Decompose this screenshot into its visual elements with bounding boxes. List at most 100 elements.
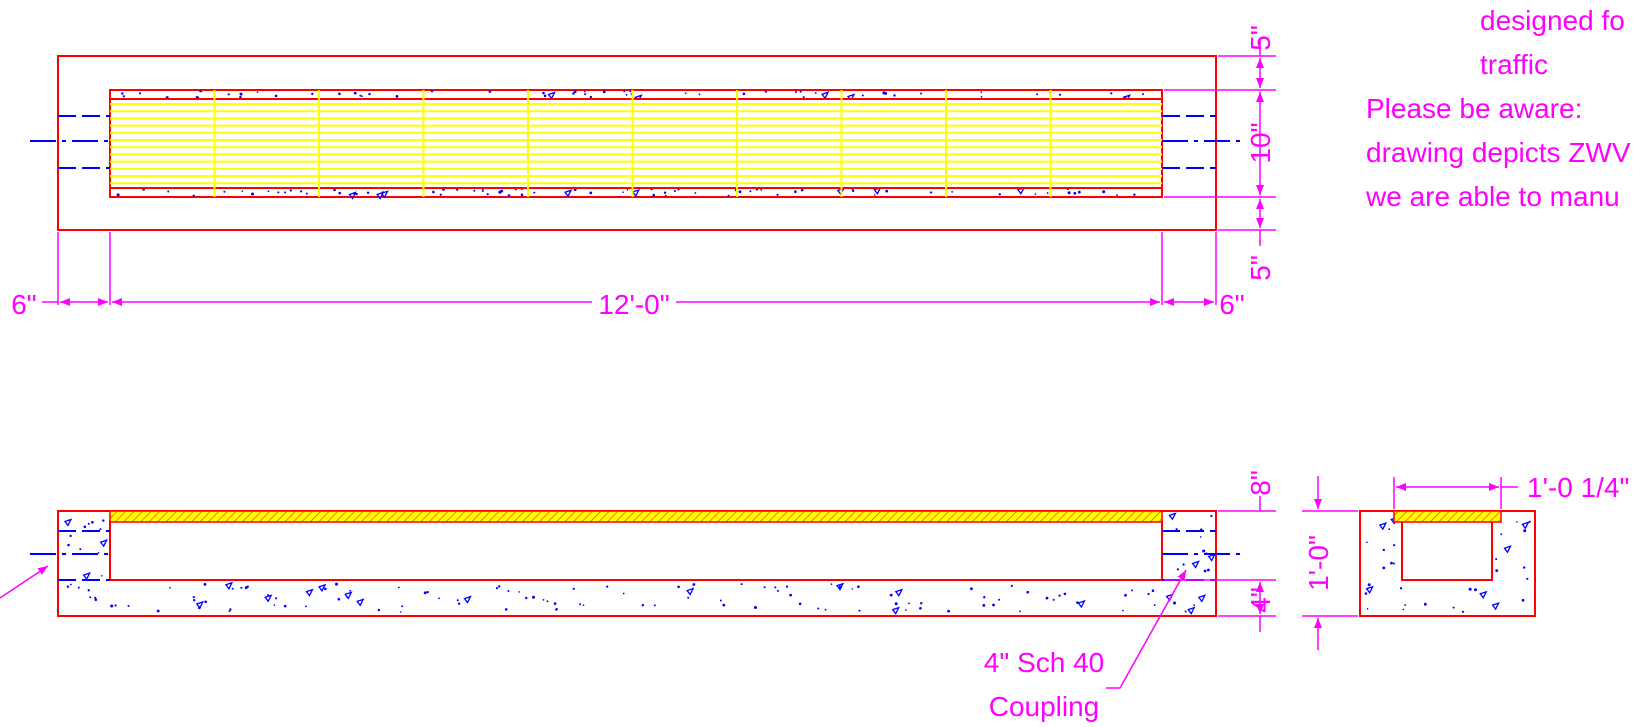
aggregate-triangle bbox=[686, 587, 695, 596]
length-dim: 12'-0" bbox=[598, 289, 669, 320]
end-width-dims bbox=[1393, 477, 1518, 509]
aggregate-dot bbox=[742, 92, 746, 96]
aggregate-dot bbox=[777, 589, 779, 592]
aggregate-dot bbox=[852, 189, 855, 193]
aggregate-dot bbox=[1046, 192, 1049, 194]
aggregate-dot bbox=[1036, 93, 1039, 96]
aggregate-dot bbox=[110, 604, 114, 608]
aggregate-dot bbox=[79, 548, 82, 551]
aggregate-dot bbox=[970, 587, 973, 591]
plan-aggregate-bottom bbox=[116, 186, 1136, 200]
coupling-leader-line bbox=[1106, 569, 1187, 689]
aggregate-dot bbox=[533, 191, 536, 194]
aggregate-dot bbox=[66, 585, 70, 588]
aggregate-dot bbox=[641, 604, 644, 607]
aggregate-dot bbox=[684, 92, 687, 95]
aggregate-dot bbox=[1058, 93, 1062, 96]
aggregate-dot bbox=[67, 543, 70, 547]
aggregate-dot bbox=[1102, 190, 1106, 194]
aggregate-dot bbox=[97, 552, 100, 554]
aggregate-dot bbox=[1034, 193, 1037, 195]
aggregate-dot bbox=[800, 188, 804, 192]
aggregate-dot bbox=[305, 192, 308, 195]
aggregate-dot bbox=[920, 602, 923, 605]
note-line-5: we are able to manu bbox=[1365, 181, 1620, 212]
aggregate-dot bbox=[1364, 592, 1368, 595]
aggregate-dot bbox=[861, 94, 864, 97]
aggregate-dot bbox=[1495, 558, 1498, 561]
aggregate-dot bbox=[602, 90, 606, 94]
aggregate-dot bbox=[507, 194, 511, 197]
aggregate-dot bbox=[338, 191, 342, 195]
aggregate-dot bbox=[87, 522, 90, 525]
aggregate-dot bbox=[830, 583, 833, 585]
aggregate-dot bbox=[200, 90, 203, 93]
aggregate-dot bbox=[116, 193, 120, 197]
aggregate-triangle bbox=[547, 91, 556, 100]
aggregate-dot bbox=[532, 595, 535, 599]
aggregate-dot bbox=[1045, 596, 1049, 600]
aggregate-dot bbox=[1399, 587, 1403, 590]
note-line-4: drawing depicts ZWV bbox=[1366, 137, 1631, 168]
coupling-callout-line1: 4" Sch 40 bbox=[984, 647, 1104, 678]
aggregate-dot bbox=[774, 586, 777, 589]
aggregate-dot bbox=[1203, 569, 1207, 573]
floor-dim: 4" bbox=[1245, 587, 1276, 613]
aggregate-dot bbox=[1495, 569, 1499, 572]
aggregate-dot bbox=[1404, 604, 1407, 606]
aggregate-triangle bbox=[1365, 585, 1374, 595]
aggregate-triangle bbox=[356, 598, 365, 607]
aggregate-dot bbox=[998, 598, 1001, 601]
aggregate-dot bbox=[525, 596, 528, 600]
aggregate-dot bbox=[998, 193, 1001, 196]
aggregate-dot bbox=[727, 194, 730, 197]
aggregate-dot bbox=[377, 608, 381, 612]
aggregate-dot bbox=[1207, 568, 1210, 572]
aggregate-dot bbox=[885, 189, 889, 193]
aggregate-dot bbox=[1423, 602, 1427, 606]
aggregate-triangle bbox=[1479, 590, 1488, 600]
aggregate-dot bbox=[169, 586, 171, 589]
aggregate-dot bbox=[626, 188, 629, 191]
aggregate-triangle bbox=[463, 595, 472, 604]
aggregate-dot bbox=[1176, 568, 1179, 571]
aggregate-dot bbox=[91, 521, 94, 524]
aggregate-dot bbox=[283, 604, 287, 608]
aggregate-dot bbox=[192, 194, 195, 197]
aggregate-dot bbox=[398, 586, 400, 589]
aggregate-dot bbox=[122, 95, 125, 98]
aggregate-triangle bbox=[264, 594, 273, 603]
aggregate-dot bbox=[69, 534, 72, 538]
aggregate-dot bbox=[520, 193, 524, 197]
aggregate-dot bbox=[1366, 541, 1368, 543]
aggregate-dot bbox=[1523, 566, 1526, 569]
aggregate-dot bbox=[204, 600, 207, 604]
aggregate-dot bbox=[1528, 520, 1531, 523]
aggregate-dot bbox=[430, 90, 434, 93]
aggregate-dot bbox=[1063, 592, 1067, 596]
aggregate-triangle bbox=[305, 588, 314, 597]
aggregate-dot bbox=[1388, 528, 1391, 531]
aggregate-dot bbox=[798, 602, 802, 606]
aggregate-dot bbox=[432, 190, 435, 194]
aggregate-dot bbox=[589, 95, 593, 99]
aggregate-dot bbox=[121, 92, 124, 95]
aggregate-triangle bbox=[1168, 512, 1177, 521]
plan-vertical-dims bbox=[1164, 40, 1276, 246]
aggregate-dot bbox=[139, 92, 142, 95]
aggregate-dot bbox=[722, 603, 726, 607]
aggregate-dot bbox=[114, 604, 117, 607]
aggregate-dot bbox=[582, 604, 585, 606]
end-height-dims bbox=[1302, 476, 1358, 650]
aggregate-dot bbox=[156, 609, 160, 613]
aggregate-dot bbox=[1452, 606, 1455, 609]
aggregate-dot bbox=[824, 608, 827, 611]
aggregate-dot bbox=[333, 188, 336, 192]
aggregate-dot bbox=[579, 603, 582, 606]
aggregate-dot bbox=[481, 190, 484, 193]
aggregate-dot bbox=[789, 593, 792, 597]
aggregate-dot bbox=[228, 610, 231, 613]
aggregate-dot bbox=[349, 589, 352, 592]
aggregate-dot bbox=[754, 606, 757, 609]
aggregate-dot bbox=[239, 96, 242, 99]
